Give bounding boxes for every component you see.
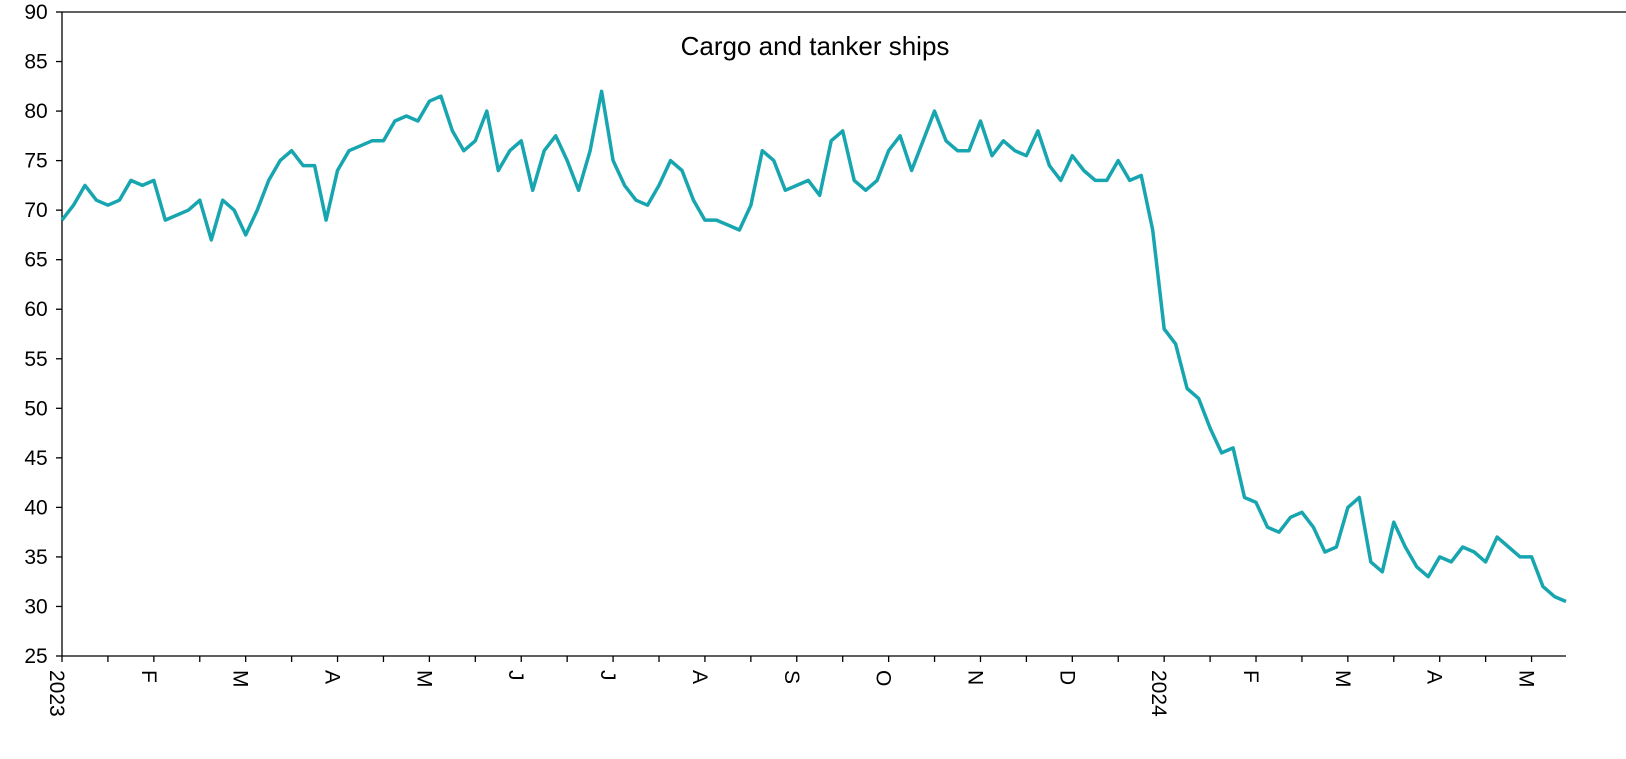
x-tick-label: F — [137, 670, 160, 683]
y-tick-label: 65 — [24, 249, 47, 272]
x-tick-label: M — [1331, 670, 1354, 688]
y-tick-label: 35 — [24, 546, 47, 569]
x-tick-label: F — [1239, 670, 1262, 683]
x-tick-label: M — [1515, 670, 1538, 688]
x-tick-label: A — [1423, 670, 1446, 684]
y-tick-label: 30 — [24, 595, 47, 618]
x-tick-label: M — [412, 670, 435, 688]
x-tick-label: S — [780, 670, 803, 684]
x-tick-label: N — [963, 670, 986, 685]
y-tick-label: 85 — [24, 51, 47, 74]
x-tick-label: O — [872, 670, 895, 686]
y-tick-label: 45 — [24, 447, 47, 470]
y-tick-label: 70 — [24, 199, 47, 222]
y-tick-label: 40 — [24, 496, 47, 519]
y-tick-label: 55 — [24, 348, 47, 371]
x-tick-label: A — [688, 670, 711, 684]
x-tick-label: A — [321, 670, 344, 684]
x-tick-label: 2024 — [1147, 670, 1170, 717]
y-tick-label: 50 — [24, 397, 47, 420]
data-line — [60, 89, 1567, 604]
x-tick-label: M — [229, 670, 252, 688]
chart-title: Cargo and tanker ships — [681, 31, 950, 61]
y-tick-label: 60 — [24, 298, 47, 321]
y-tick-label: 75 — [24, 150, 47, 173]
y-tick-label: 90 — [24, 1, 47, 24]
y-tick-label: 25 — [24, 645, 47, 668]
y-tick-label: 80 — [24, 100, 47, 123]
x-tick-label: 2023 — [45, 670, 68, 717]
x-tick-label: J — [596, 670, 619, 681]
x-tick-label: D — [1055, 670, 1078, 685]
x-tick-label: J — [504, 670, 527, 681]
